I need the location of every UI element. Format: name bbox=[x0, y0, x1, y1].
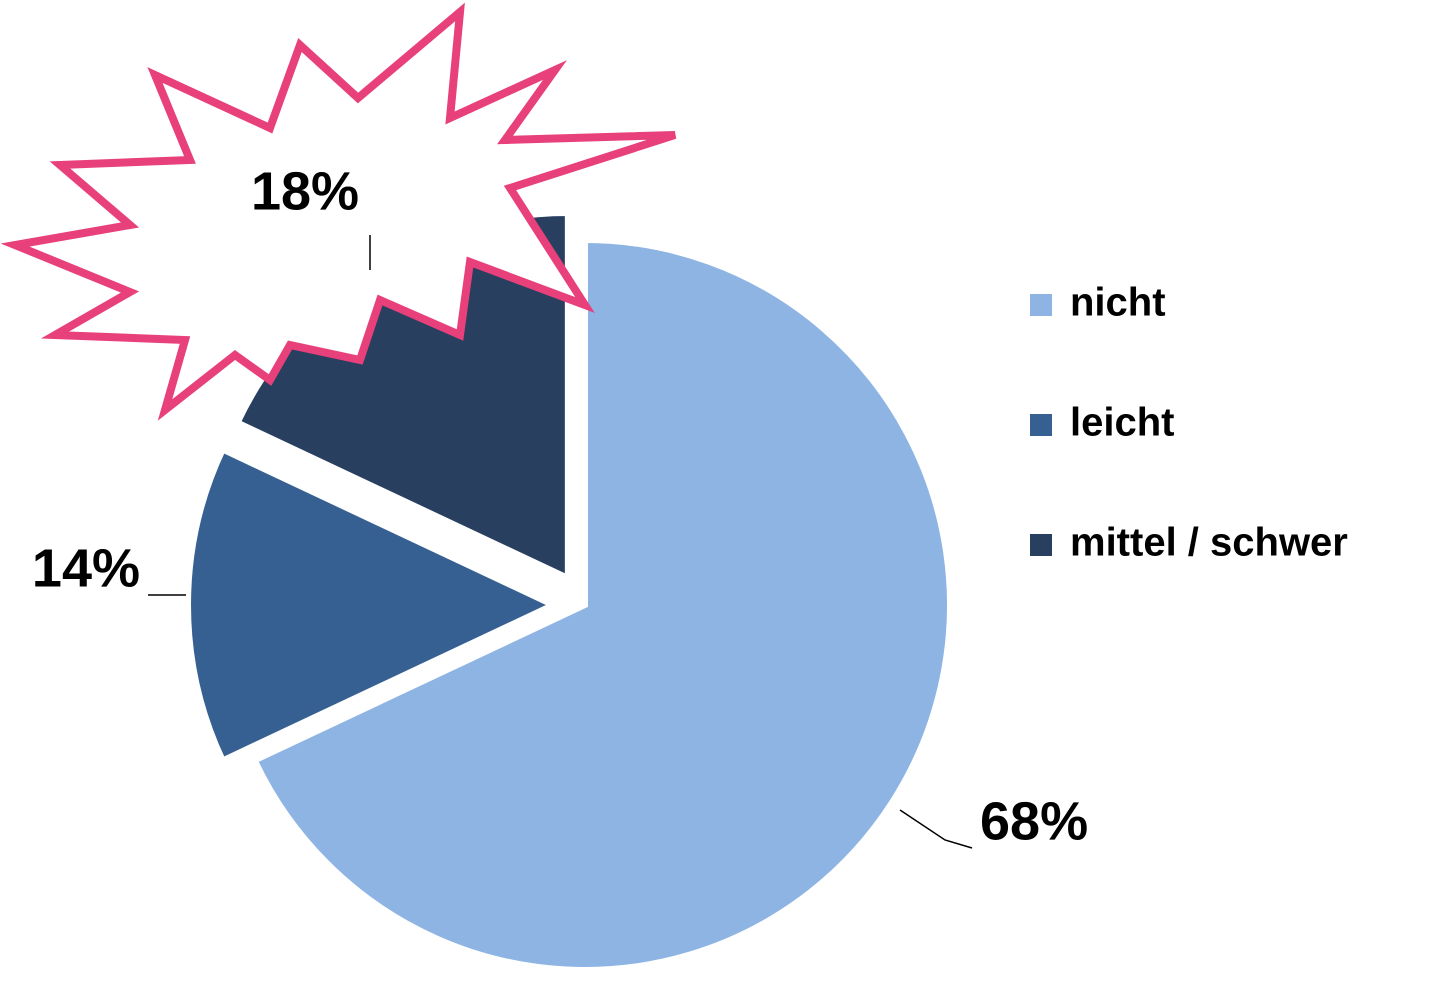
pie bbox=[185, 209, 953, 973]
leader-line bbox=[899, 809, 973, 849]
data-label: 18% bbox=[251, 161, 359, 221]
legend: nicht leicht mittel / schwer bbox=[1030, 281, 1348, 565]
pie-slice bbox=[185, 445, 561, 765]
legend-swatch bbox=[1030, 534, 1052, 556]
legend-label: leicht bbox=[1070, 401, 1174, 445]
legend-label: mittel / schwer bbox=[1070, 521, 1348, 565]
legend-swatch bbox=[1030, 414, 1052, 436]
labels: 68% 14% 18% bbox=[32, 161, 1088, 851]
data-label: 68% bbox=[980, 791, 1088, 851]
legend-swatch bbox=[1030, 294, 1052, 316]
data-label: 14% bbox=[32, 538, 140, 598]
legend-label: nicht bbox=[1070, 281, 1166, 325]
starburst bbox=[0, 2, 677, 421]
pie-slice bbox=[250, 236, 953, 973]
